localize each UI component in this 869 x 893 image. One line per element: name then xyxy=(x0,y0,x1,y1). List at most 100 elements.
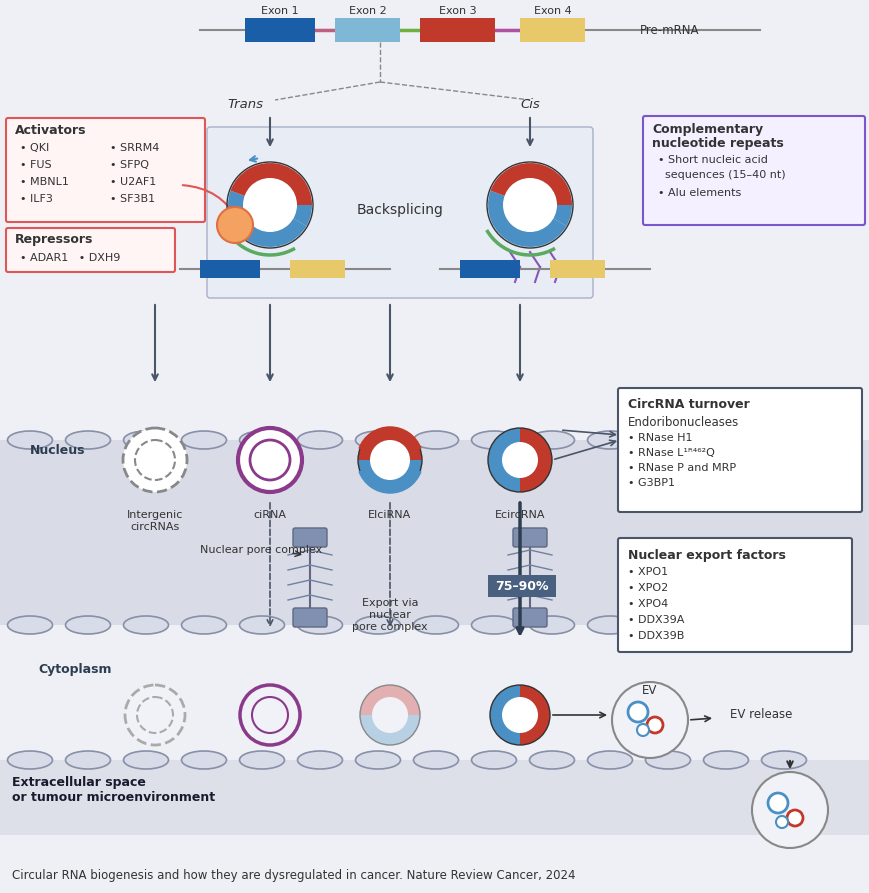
Circle shape xyxy=(611,682,687,758)
Circle shape xyxy=(775,816,787,828)
Ellipse shape xyxy=(355,431,400,449)
Circle shape xyxy=(501,442,537,478)
Bar xyxy=(289,260,345,278)
Text: • ADAR1   • DXH9: • ADAR1 • DXH9 xyxy=(20,253,120,263)
Text: Export via
nuclear
pore complex: Export via nuclear pore complex xyxy=(352,598,428,631)
Ellipse shape xyxy=(413,616,458,634)
Text: Exon 4: Exon 4 xyxy=(533,6,571,16)
Wedge shape xyxy=(520,685,549,745)
Ellipse shape xyxy=(355,616,400,634)
Text: Endoribonucleases: Endoribonucleases xyxy=(627,415,739,429)
Text: • G3BP1: • G3BP1 xyxy=(627,478,674,488)
Wedge shape xyxy=(360,715,420,745)
Ellipse shape xyxy=(182,616,226,634)
Text: EIciRNA: EIciRNA xyxy=(368,510,411,520)
Wedge shape xyxy=(488,190,566,247)
Circle shape xyxy=(627,702,647,722)
Text: Cytoplasm: Cytoplasm xyxy=(38,663,111,677)
Bar xyxy=(420,18,494,42)
Bar xyxy=(335,18,400,42)
Bar xyxy=(460,260,520,278)
Text: Activators: Activators xyxy=(15,123,86,137)
Text: Exon 3: Exon 3 xyxy=(438,6,475,16)
Text: • RNase P and MRP: • RNase P and MRP xyxy=(627,463,735,473)
Wedge shape xyxy=(357,428,421,460)
Circle shape xyxy=(751,772,827,848)
Text: • MBNL1: • MBNL1 xyxy=(20,177,69,187)
Bar xyxy=(245,18,315,42)
Text: Nuclear export factors: Nuclear export factors xyxy=(627,548,785,562)
Ellipse shape xyxy=(471,431,516,449)
Ellipse shape xyxy=(239,616,284,634)
Bar xyxy=(200,260,260,278)
Ellipse shape xyxy=(471,751,516,769)
Ellipse shape xyxy=(123,751,169,769)
Ellipse shape xyxy=(760,751,806,769)
Ellipse shape xyxy=(123,431,169,449)
FancyBboxPatch shape xyxy=(617,388,861,512)
Text: Pre-mRNA: Pre-mRNA xyxy=(640,23,699,37)
FancyBboxPatch shape xyxy=(207,127,593,298)
Circle shape xyxy=(252,697,288,733)
Ellipse shape xyxy=(587,751,632,769)
Bar xyxy=(549,260,604,278)
Wedge shape xyxy=(269,205,312,226)
Bar xyxy=(488,575,555,597)
Text: EcircRNA: EcircRNA xyxy=(494,510,545,520)
Text: • FUS: • FUS xyxy=(20,160,51,170)
Text: Backsplicing: Backsplicing xyxy=(356,203,443,217)
Ellipse shape xyxy=(529,431,574,449)
Circle shape xyxy=(767,793,787,813)
Ellipse shape xyxy=(239,431,284,449)
Text: Trans: Trans xyxy=(227,98,262,112)
Wedge shape xyxy=(360,685,420,715)
Text: EV: EV xyxy=(641,683,657,697)
Ellipse shape xyxy=(182,431,226,449)
Wedge shape xyxy=(488,428,520,492)
Ellipse shape xyxy=(471,616,516,634)
Ellipse shape xyxy=(413,431,458,449)
Circle shape xyxy=(125,685,185,745)
Ellipse shape xyxy=(297,616,342,634)
Text: Complementary: Complementary xyxy=(651,122,762,136)
Ellipse shape xyxy=(65,616,110,634)
Text: Exon 2: Exon 2 xyxy=(348,6,386,16)
FancyBboxPatch shape xyxy=(513,608,547,627)
Circle shape xyxy=(501,697,537,733)
Text: nucleotide repeats: nucleotide repeats xyxy=(651,137,783,149)
Circle shape xyxy=(647,717,662,733)
Text: • ILF3: • ILF3 xyxy=(20,194,53,204)
Ellipse shape xyxy=(645,616,690,634)
Circle shape xyxy=(216,207,253,243)
Ellipse shape xyxy=(587,431,632,449)
Wedge shape xyxy=(529,205,571,226)
FancyBboxPatch shape xyxy=(513,528,547,547)
Wedge shape xyxy=(489,685,520,745)
Text: • Short nucleic acid: • Short nucleic acid xyxy=(657,155,767,165)
FancyBboxPatch shape xyxy=(642,116,864,225)
Ellipse shape xyxy=(355,751,400,769)
Bar xyxy=(0,440,869,625)
Ellipse shape xyxy=(239,751,284,769)
Ellipse shape xyxy=(529,616,574,634)
Text: • XPO4: • XPO4 xyxy=(627,599,667,609)
Wedge shape xyxy=(490,163,571,205)
Text: EV release: EV release xyxy=(729,708,792,722)
Bar xyxy=(520,18,584,42)
Ellipse shape xyxy=(760,616,806,634)
Text: • SFPQ: • SFPQ xyxy=(109,160,149,170)
Text: • XPO1: • XPO1 xyxy=(627,567,667,577)
Bar xyxy=(0,760,869,835)
FancyBboxPatch shape xyxy=(293,528,327,547)
Circle shape xyxy=(123,428,187,492)
Ellipse shape xyxy=(8,751,52,769)
Ellipse shape xyxy=(703,431,747,449)
FancyBboxPatch shape xyxy=(6,118,205,222)
Ellipse shape xyxy=(645,431,690,449)
Ellipse shape xyxy=(529,751,574,769)
Text: • RNase H1: • RNase H1 xyxy=(627,433,692,443)
Circle shape xyxy=(136,697,173,733)
Text: Exon 1: Exon 1 xyxy=(261,6,298,16)
Ellipse shape xyxy=(65,431,110,449)
Circle shape xyxy=(135,440,175,480)
